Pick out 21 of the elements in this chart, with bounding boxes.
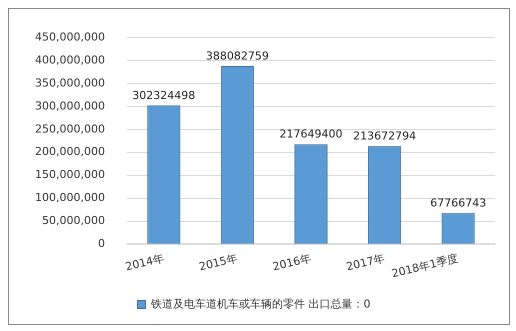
x-tick-label: 2017年	[345, 252, 386, 274]
x-tick-label: 2016年	[271, 252, 312, 274]
data-label: 213672794	[353, 129, 416, 142]
x-tick-label: 2014年	[124, 252, 166, 274]
y-tick-label: 0	[98, 237, 105, 250]
y-tick-label: 100,000,000	[34, 191, 105, 204]
legend-label: 铁道及电车道机车或车辆的零件 出口总量：0	[150, 297, 370, 310]
y-tick-label: 450,000,000	[34, 30, 105, 44]
y-tick-label: 400,000,000	[34, 53, 105, 66]
y-tick-label: 50,000,000	[42, 214, 105, 228]
y-tick-label: 350,000,000	[34, 76, 105, 90]
data-label: 67766743	[430, 196, 486, 210]
y-tick-label: 250,000,000	[34, 122, 105, 136]
x-tick-label: 2015年	[198, 252, 239, 274]
data-label: 388082759	[206, 49, 269, 62]
x-tick-label: 2018年1季度	[390, 252, 460, 280]
y-tick-label: 300,000,000	[34, 99, 105, 112]
data-label: 302324498	[132, 88, 196, 102]
data-label: 217649400	[279, 128, 342, 141]
y-tick-label: 150,000,000	[34, 168, 105, 182]
y-tick-label: 200,000,000	[34, 145, 105, 158]
